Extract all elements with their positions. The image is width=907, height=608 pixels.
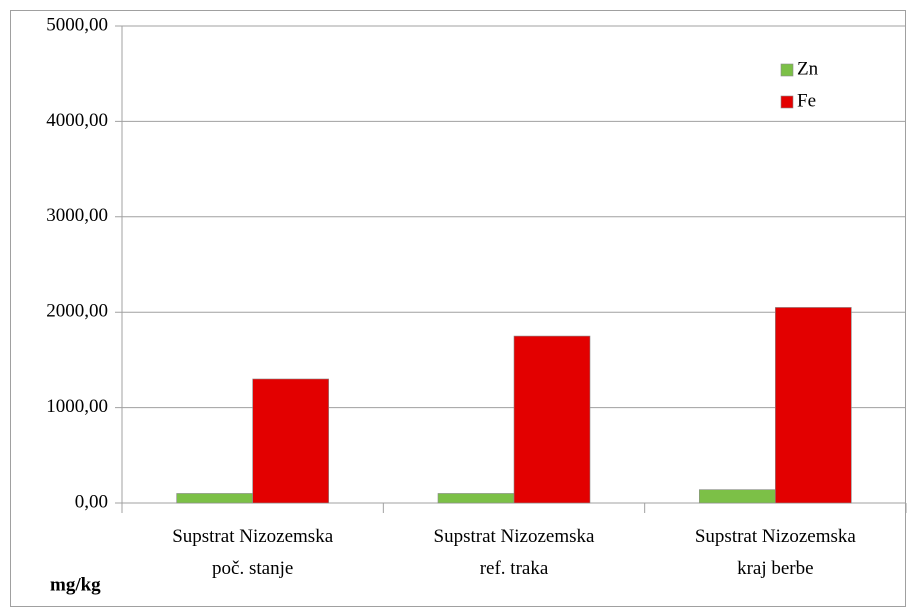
x-tick-label: Supstrat Nizozemska ref. traka	[434, 526, 596, 579]
y-tick-label: 1000,00	[46, 396, 108, 417]
chart-frame	[10, 10, 906, 607]
y-tick-label: 3000,00	[46, 205, 108, 226]
x-tick-label: Supstrat Nizozemska poč. stanje	[172, 526, 334, 579]
legend-marker	[780, 63, 794, 77]
y-tick-label: 0,00	[75, 491, 108, 512]
x-tick-label: Supstrat Nizozemska kraj berbe	[695, 526, 857, 579]
legend-label: Fe	[797, 90, 816, 111]
y-tick-label: 5000,00	[46, 14, 108, 35]
bar	[437, 493, 515, 504]
y-axis-label: mg/kg	[50, 574, 101, 595]
legend-label: Zn	[797, 58, 819, 79]
bar	[176, 493, 253, 504]
bar	[699, 489, 776, 504]
bar	[513, 335, 591, 504]
bar	[252, 378, 329, 504]
bar	[775, 307, 852, 504]
y-tick-label: 4000,00	[46, 110, 108, 131]
legend-marker	[780, 95, 794, 109]
y-tick-label: 2000,00	[46, 301, 108, 322]
